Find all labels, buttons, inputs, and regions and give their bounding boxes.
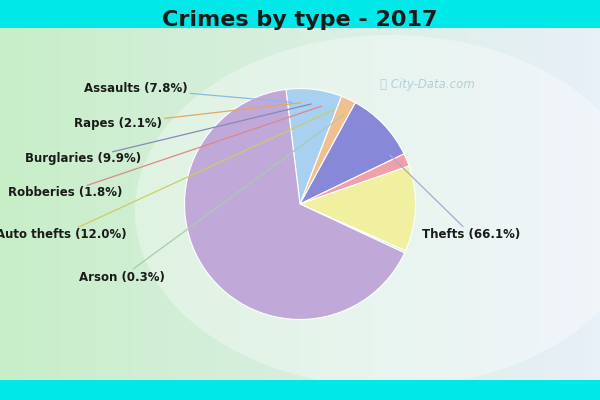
Wedge shape: [286, 88, 341, 204]
Wedge shape: [300, 154, 409, 204]
Text: Rapes (2.1%): Rapes (2.1%): [74, 103, 301, 130]
Wedge shape: [300, 204, 406, 253]
Wedge shape: [185, 90, 404, 320]
Wedge shape: [300, 103, 404, 204]
Text: Crimes by type - 2017: Crimes by type - 2017: [162, 10, 438, 30]
Text: Robberies (1.8%): Robberies (1.8%): [8, 106, 322, 199]
Text: Arson (0.3%): Arson (0.3%): [79, 115, 343, 284]
Text: ⓘ City-Data.com: ⓘ City-Data.com: [380, 78, 475, 91]
Ellipse shape: [135, 35, 600, 387]
Text: Thefts (66.1%): Thefts (66.1%): [390, 155, 521, 242]
Text: Assaults (7.8%): Assaults (7.8%): [84, 82, 292, 102]
Wedge shape: [300, 96, 355, 204]
Text: Auto thefts (12.0%): Auto thefts (12.0%): [0, 110, 333, 242]
Text: Burglaries (9.9%): Burglaries (9.9%): [25, 104, 311, 166]
Wedge shape: [300, 166, 415, 251]
